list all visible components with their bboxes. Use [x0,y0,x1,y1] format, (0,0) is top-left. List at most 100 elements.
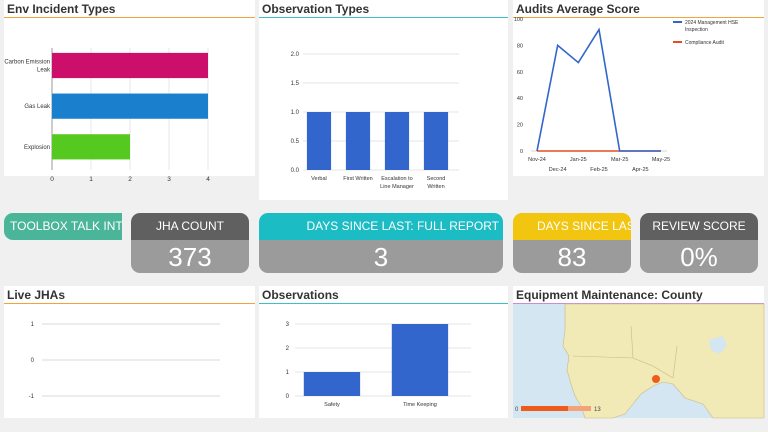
bar [306,112,332,170]
panel-title: Audits Average Score [516,2,640,16]
y-tick-label: -1 [29,394,35,400]
x-tick-label: Dec-24 [549,167,567,173]
panel-title: Observations [262,288,339,302]
y-tick-label: 60 [517,70,523,76]
legend-label: Compliance Audit [685,40,725,46]
days-since-full-report-tile[interactable]: DAYS SINCE LAST: FULL REPORT 3 [259,213,503,273]
y-tick-label: 0.5 [291,139,300,145]
observations-chart: 0 1 2 3 Safety Time Keeping [286,322,471,408]
title-underline [4,17,255,18]
tile-label: REVIEW SCORE [640,213,758,240]
legend-gradient [521,406,591,411]
x-tick-label: May-25 [652,157,670,163]
y-tick-label: 20 [517,123,523,129]
x-tick-label: Nov-24 [528,157,546,163]
y-tick-label: 0.0 [291,168,300,174]
x-tick-label: 0 [50,176,54,183]
audits-panel: Audits Average Score 0 20 40 60 80 100 Nov-24 D… [513,0,764,176]
legend-min-label: 0 [515,407,519,413]
title-underline [259,17,508,18]
bar [423,112,449,170]
observation-types-chart: 0.0 0.5 1.0 1.5 2.0 Verbal First Written Escala… [291,52,459,190]
map-legend: 0 13 [515,406,601,413]
legend-gradient-tail [568,406,591,411]
y-tick-label: 1.0 [291,110,300,116]
category-label: Carbon Emission [4,59,50,65]
x-tick-label: 3 [167,176,171,183]
legend-label: Inspection [685,27,708,33]
panel-title: Observation Types [262,2,370,16]
panel-title: Env Incident Types [7,2,116,16]
tile-label: DAYS SINCE LAST: FULL REPORT [259,213,503,240]
review-score-tile[interactable]: REVIEW SCORE 0% [640,213,758,273]
category-label: Verbal [311,176,327,182]
x-tick-label: Apr-25 [632,167,649,173]
title-underline [513,303,764,304]
observation-types-panel: Observation Types 0.0 0.5 1.0 1.5 2.0 Verbal F… [259,0,508,200]
bar [345,112,371,170]
observations-panel: Observations 0 1 2 3 Safety Time Keeping [259,286,508,418]
env-incident-chart: 0 1 2 3 4 Carbon Emission Leak Gas Leak Explosio… [4,48,210,183]
map-land [562,303,765,419]
y-tick-label: 1.5 [291,81,300,87]
tile-value: 0% [640,240,758,273]
map-lake [709,336,727,354]
y-tick-label: 100 [514,17,523,23]
tile-value: 373 [131,240,249,273]
days-since-accident-tile[interactable]: DAYS SINCE LAST: ACCID 83 [513,213,631,273]
y-tick-label: 2 [286,346,290,352]
bar [384,112,410,170]
panel-title: Live JHAs [7,288,66,302]
category-label: Gas Leak [24,104,51,110]
jha-count-tile[interactable]: JHA COUNT 373 [131,213,249,273]
tile-value: 83 [513,240,631,273]
title-underline [4,303,255,304]
y-tick-label: 1 [286,370,290,376]
category-label: Leak [37,67,51,73]
y-tick-label: 2.0 [291,52,300,58]
bar [303,372,361,396]
x-tick-label: Mar-25 [611,157,628,163]
category-label: Time Keeping [403,402,437,408]
bar [391,324,449,396]
y-tick-label: 1 [31,322,35,328]
category-label: Second [427,176,446,182]
title-underline [259,303,508,304]
env-incident-panel: Env Incident Types 0 1 2 3 4 Carbon Emission L… [4,0,255,183]
county-map[interactable]: 0 13 [513,286,765,419]
bar [52,52,208,79]
legend-label: 2024 Management HSE [685,20,739,26]
category-label: Line Manager [380,184,414,190]
category-label: Written [427,184,444,190]
title-underline [513,17,764,18]
category-label: First Written [343,176,373,182]
map-location-marker[interactable] [652,375,660,383]
x-tick-label: 4 [206,176,210,183]
tile-label: DAYS SINCE LAST: ACCID [513,213,631,240]
y-tick-label: 80 [517,43,523,49]
y-tick-label: 0 [31,358,35,364]
panel-title: Equipment Maintenance: County [516,288,703,302]
x-tick-label: Feb-25 [590,167,607,173]
map-border [572,325,678,379]
tile-label: JHA COUNT [131,213,249,240]
y-tick-label: 40 [517,96,523,102]
x-tick-label: 2 [128,176,132,183]
toolbox-talk-tile[interactable]: TOOLBOX TALK INTERNAL - C [4,213,122,240]
x-tick-label: 1 [89,176,93,183]
y-tick-label: 0 [520,149,523,155]
category-label: Escalation to [381,176,413,182]
equipment-maintenance-panel: Equipment Maintenance: County 0 13 [513,286,765,419]
y-tick-label: 3 [286,322,290,328]
series-line [536,27,661,152]
live-jhas-panel: Live JHAs 1 0 -1 [4,286,255,418]
bar [52,134,130,160]
category-label: Safety [324,402,340,408]
live-jhas-chart: 1 0 -1 [29,322,220,400]
category-label: Explosion [24,145,50,151]
tile-label: TOOLBOX TALK INTERNAL - C [10,219,122,233]
bar [52,93,208,119]
y-tick-label: 0 [286,394,290,400]
tile-value: 3 [259,240,503,273]
